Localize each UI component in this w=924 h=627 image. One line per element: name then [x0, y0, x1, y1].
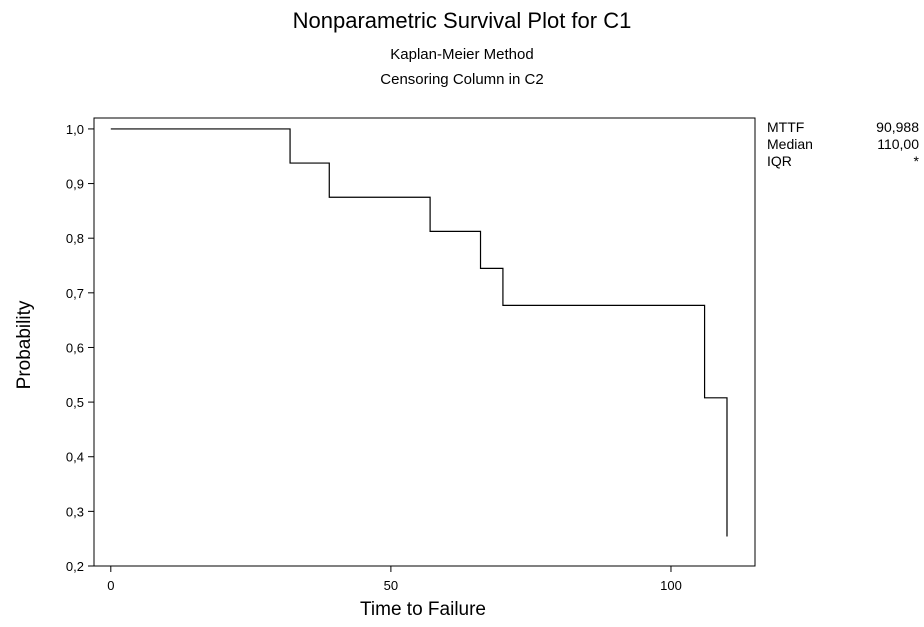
stat-row-mttf: MTTF 90,988 — [767, 119, 919, 136]
chart-title: Nonparametric Survival Plot for C1 — [292, 8, 632, 33]
y-tick-label: 0,9 — [66, 177, 84, 192]
stat-name: IQR — [767, 153, 792, 169]
y-tick-label: 0,7 — [66, 286, 84, 301]
statistics-table: MTTF 90,988 Median 110,00 IQR * — [767, 119, 919, 170]
y-tick-label: 0,8 — [66, 231, 84, 246]
stat-value: 90,988 — [876, 119, 919, 135]
y-tick-label: 0,4 — [66, 450, 84, 465]
survival-step-line — [110, 128, 728, 537]
y-tick-label: 0,6 — [66, 340, 84, 355]
stat-name: MTTF — [767, 119, 805, 135]
stat-value: 110,00 — [877, 136, 919, 152]
stat-name: Median — [767, 136, 813, 152]
stat-row-median: Median 110,00 — [767, 136, 919, 153]
x-tick-label: 50 — [384, 578, 398, 593]
plot-frame — [93, 117, 756, 567]
stat-row-iqr: IQR * — [767, 153, 919, 170]
x-tick-label: 0 — [107, 578, 114, 593]
x-axis-label: Time to Failure — [360, 599, 486, 620]
y-tick-label: 0,5 — [66, 395, 84, 410]
chart-subtitle-censoring: Censoring Column in C2 — [380, 71, 544, 88]
x-tick-label: 100 — [660, 578, 682, 593]
stat-value: * — [913, 153, 919, 169]
y-tick-label: 1,0 — [66, 122, 84, 137]
chart-subtitle-method: Kaplan-Meier Method — [390, 46, 534, 63]
y-tick-label: 0,2 — [66, 559, 84, 574]
y-tick-label: 0,3 — [66, 504, 84, 519]
